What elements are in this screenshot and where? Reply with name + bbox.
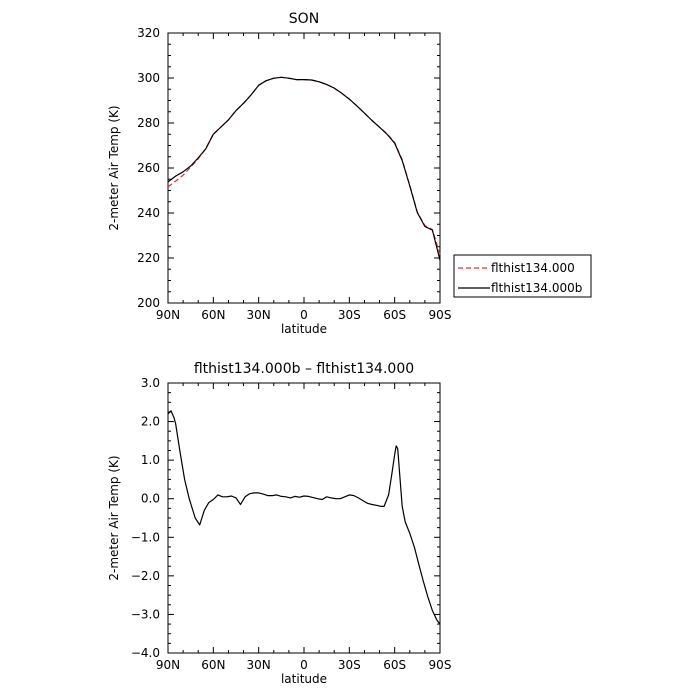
- x-tick-label: 30N: [247, 308, 271, 322]
- legend: flthist134.000 flthist134.000b: [453, 254, 592, 298]
- y-tick-label: 320: [137, 26, 160, 40]
- legend-entry-2: flthist134.000b: [491, 281, 582, 295]
- chart-title: flthist134.000b – flthist134.000: [194, 361, 414, 377]
- x-tick-label: 90S: [429, 658, 452, 672]
- x-tick-label: 90N: [156, 308, 180, 322]
- y-tick-label: −4.0: [131, 646, 160, 660]
- series-line-1: [167, 76, 441, 255]
- x-axis-label: latitude: [281, 322, 327, 336]
- y-tick-label: 300: [137, 71, 160, 85]
- y-axis-label: 2-meter Air Temp (K): [107, 455, 121, 580]
- y-tick-label: 260: [137, 161, 160, 175]
- plot-frame: [167, 382, 441, 654]
- x-tick-label: 60N: [201, 658, 225, 672]
- x-tick-label: 0: [300, 658, 308, 672]
- y-tick-label: 220: [137, 251, 160, 265]
- x-tick-label: 90S: [429, 308, 452, 322]
- y-tick-label: −1.0: [131, 530, 160, 544]
- x-axis-label: latitude: [281, 672, 327, 686]
- top-chart: SON 90N 60N 30N 0 30S 60S 90S 200 220 240 260 280 300…: [107, 11, 451, 336]
- x-tick-label: 30S: [338, 658, 361, 672]
- y-tick-label: 0.0: [141, 492, 160, 506]
- y-tick-label: 200: [137, 296, 160, 310]
- y-tick-label: 2.0: [141, 415, 160, 429]
- x-tick-label: 30N: [247, 658, 271, 672]
- series-line-1: [167, 410, 441, 625]
- legend-box: [453, 254, 592, 298]
- x-tick-label: 60S: [383, 308, 406, 322]
- y-tick-label: 240: [137, 206, 160, 220]
- plot-frame: [167, 32, 441, 304]
- bottom-chart: flthist134.000b – flthist134.000 90N 60N 30…: [107, 361, 451, 686]
- y-axis-label: 2-meter Air Temp (K): [107, 105, 121, 230]
- x-tick-label: 30S: [338, 308, 361, 322]
- y-tick-label: 1.0: [141, 453, 160, 467]
- chart-title: SON: [289, 11, 319, 27]
- legend-entry-1: flthist134.000: [491, 261, 575, 275]
- x-tick-label: 60N: [201, 308, 225, 322]
- y-tick-label: −2.0: [131, 569, 160, 583]
- y-tick-label: 280: [137, 116, 160, 130]
- x-tick-label: 90N: [156, 658, 180, 672]
- series-line-2: [167, 76, 441, 261]
- x-tick-label: 60S: [383, 658, 406, 672]
- y-tick-label: 3.0: [141, 376, 160, 390]
- y-tick-label: −3.0: [131, 607, 160, 621]
- x-tick-label: 0: [300, 308, 308, 322]
